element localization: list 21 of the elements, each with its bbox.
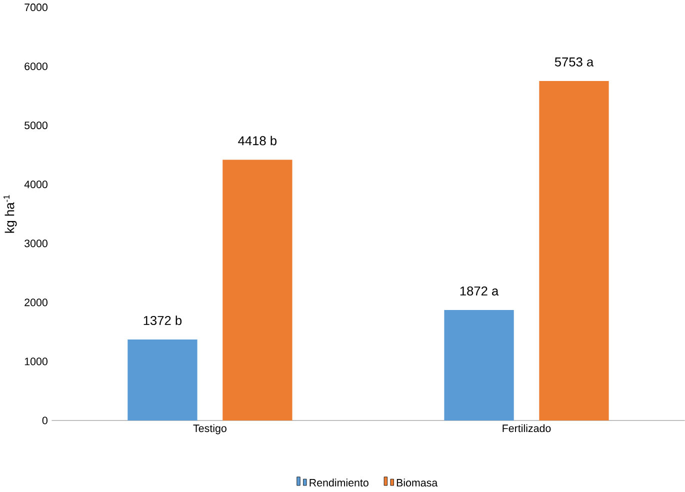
bar	[539, 80, 609, 420]
bar	[222, 160, 292, 420]
y-axis-title: kg ha$^{-1}$	[4, 194, 17, 233]
x-tick-label: Fertilizado	[502, 424, 551, 432]
y-tick-label: 6000	[24, 62, 48, 70]
data-label: 1872 a	[460, 286, 499, 296]
y-tick-label: 3000	[24, 239, 48, 248]
legend-label: Rendimiento	[310, 478, 368, 486]
y-tick-label: 1000	[24, 358, 48, 366]
y-tick-label: 5000	[24, 121, 48, 130]
y-tick-label: 2000	[24, 298, 48, 306]
bar	[128, 339, 198, 420]
data-label: 4418 b	[238, 136, 276, 146]
bar	[444, 310, 514, 420]
legend-label: Biomasa	[396, 478, 438, 486]
data-label: 1372 b	[144, 315, 182, 325]
y-tick-label: 0	[42, 416, 48, 424]
y-tick-label: 7000	[24, 3, 48, 11]
y-tick-label: 4000	[24, 180, 48, 188]
data-label: 5753 a	[554, 57, 594, 66]
x-tick-label: Testigo	[193, 424, 226, 434]
